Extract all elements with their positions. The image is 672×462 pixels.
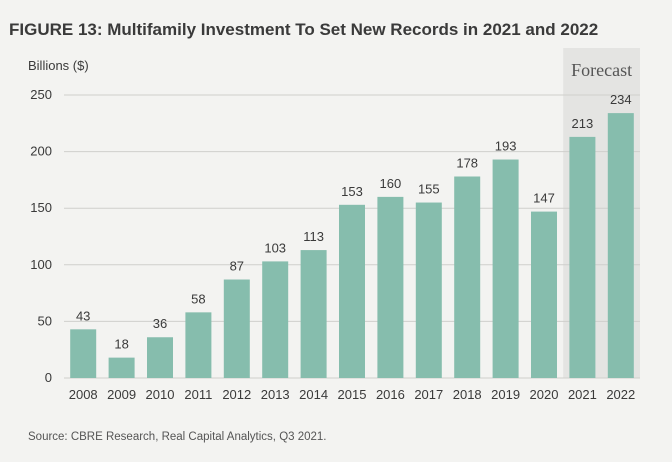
y-tick-label: 150 — [30, 200, 52, 215]
data-label: 87 — [230, 259, 244, 274]
data-label: 18 — [114, 337, 128, 352]
data-label: 234 — [610, 92, 632, 107]
x-tick-label: 2017 — [414, 387, 443, 402]
data-label: 43 — [76, 308, 90, 323]
bar-2021 — [569, 136, 596, 378]
x-tick-label: 2014 — [299, 387, 328, 402]
bar-2015 — [339, 204, 365, 378]
bar-2014 — [300, 250, 327, 378]
data-label: 58 — [191, 291, 205, 306]
x-tick-label: 2009 — [107, 387, 136, 402]
data-label: 160 — [380, 176, 402, 191]
x-tick-label: 2018 — [453, 387, 482, 402]
data-label: 103 — [264, 240, 286, 255]
data-label: 193 — [495, 139, 517, 154]
x-tick-label: 2015 — [338, 387, 367, 402]
x-tick-label: 2008 — [69, 387, 98, 402]
data-label: 213 — [572, 116, 594, 131]
data-label: 178 — [456, 156, 478, 171]
data-label: 155 — [418, 182, 440, 197]
bar-2013 — [262, 261, 289, 378]
bar-2022 — [607, 113, 634, 378]
data-label: 147 — [533, 191, 555, 206]
data-label: 36 — [153, 316, 167, 331]
y-tick-label: 200 — [30, 144, 52, 159]
bar-2018 — [454, 176, 481, 378]
x-tick-label: 2016 — [376, 387, 405, 402]
bar-2019 — [492, 159, 519, 378]
source-note: Source: CBRE Research, Real Capital Anal… — [28, 431, 327, 443]
y-tick-label: 250 — [30, 87, 52, 102]
bar-2010 — [147, 337, 173, 378]
data-label: 153 — [341, 184, 363, 199]
chart-title: FIGURE 13: Multifamily Investment To Set… — [9, 20, 599, 39]
x-tick-label: 2012 — [222, 387, 251, 402]
bar-2012 — [223, 279, 250, 378]
x-tick-label: 2021 — [568, 387, 597, 402]
x-tick-label: 2020 — [530, 387, 559, 402]
bar-2020 — [531, 211, 557, 378]
y-tick-label: 50 — [38, 313, 52, 328]
x-tick-label: 2022 — [606, 387, 635, 402]
y-tick-label: 100 — [30, 257, 52, 272]
y-tick-label: 0 — [45, 370, 52, 385]
bar-2017 — [415, 202, 442, 378]
bar-2016 — [377, 196, 404, 378]
bar-2009 — [108, 357, 135, 378]
x-tick-label: 2011 — [184, 387, 212, 402]
forecast-annotation: Forecast — [571, 60, 632, 80]
x-tick-label: 2010 — [146, 387, 175, 402]
y-axis-label: Billions ($) — [28, 58, 89, 73]
x-tick-label: 2013 — [261, 387, 290, 402]
x-tick-label: 2019 — [491, 387, 520, 402]
bar-2011 — [185, 312, 212, 378]
bar-2008 — [70, 329, 97, 378]
data-label: 113 — [303, 229, 324, 244]
